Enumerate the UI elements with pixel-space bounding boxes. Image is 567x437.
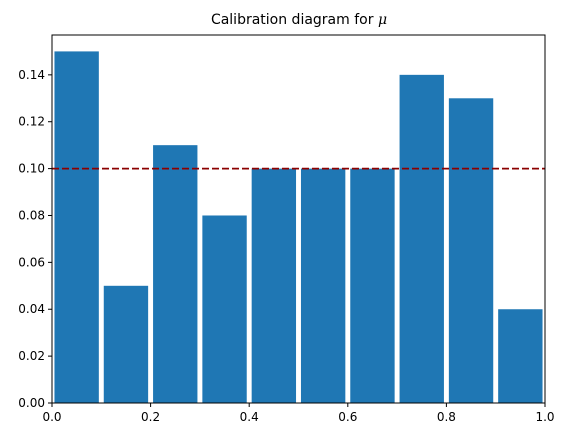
chart-title-math: μ (378, 12, 387, 28)
y-tick-label: 0.08 (18, 208, 45, 222)
x-tick-label: 0.2 (141, 410, 160, 424)
bar-3 (202, 215, 247, 403)
bar-4 (251, 168, 297, 403)
y-tick-label: 0.12 (18, 115, 45, 129)
x-tick-label: 0.0 (42, 410, 61, 424)
chart-title: Calibration diagram for μ (211, 12, 387, 28)
bar-1 (103, 285, 149, 403)
x-tick-label: 1.0 (535, 410, 554, 424)
bar-8 (448, 98, 494, 403)
y-tick-label: 0.04 (18, 302, 45, 316)
y-tick-label: 0.06 (18, 255, 45, 269)
y-tick-label: 0.10 (18, 162, 45, 176)
y-tick-label: 0.00 (18, 396, 45, 410)
bar-9 (498, 309, 543, 403)
y-tick-label: 0.02 (18, 349, 45, 363)
x-tick-label: 0.6 (338, 410, 357, 424)
y-tick-label: 0.14 (18, 68, 45, 82)
axes-frame (51, 34, 546, 404)
bar-5 (300, 168, 346, 403)
bar-7 (399, 74, 444, 403)
bar-0 (54, 51, 99, 403)
y-axis-ticks: 0.00 0.02 0.04 0.06 0.08 0.10 0.12 0.14 (18, 68, 52, 410)
bar-6 (350, 168, 395, 403)
x-tick-label: 0.4 (240, 410, 259, 424)
bar-2 (153, 145, 198, 404)
x-axis-ticks: 0.0 0.2 0.4 0.6 0.8 1.0 (42, 403, 555, 424)
x-tick-label: 0.8 (437, 410, 456, 424)
axes-layer (51, 34, 546, 404)
chart-title-text: Calibration diagram for (211, 12, 378, 28)
bars-layer (54, 51, 543, 404)
